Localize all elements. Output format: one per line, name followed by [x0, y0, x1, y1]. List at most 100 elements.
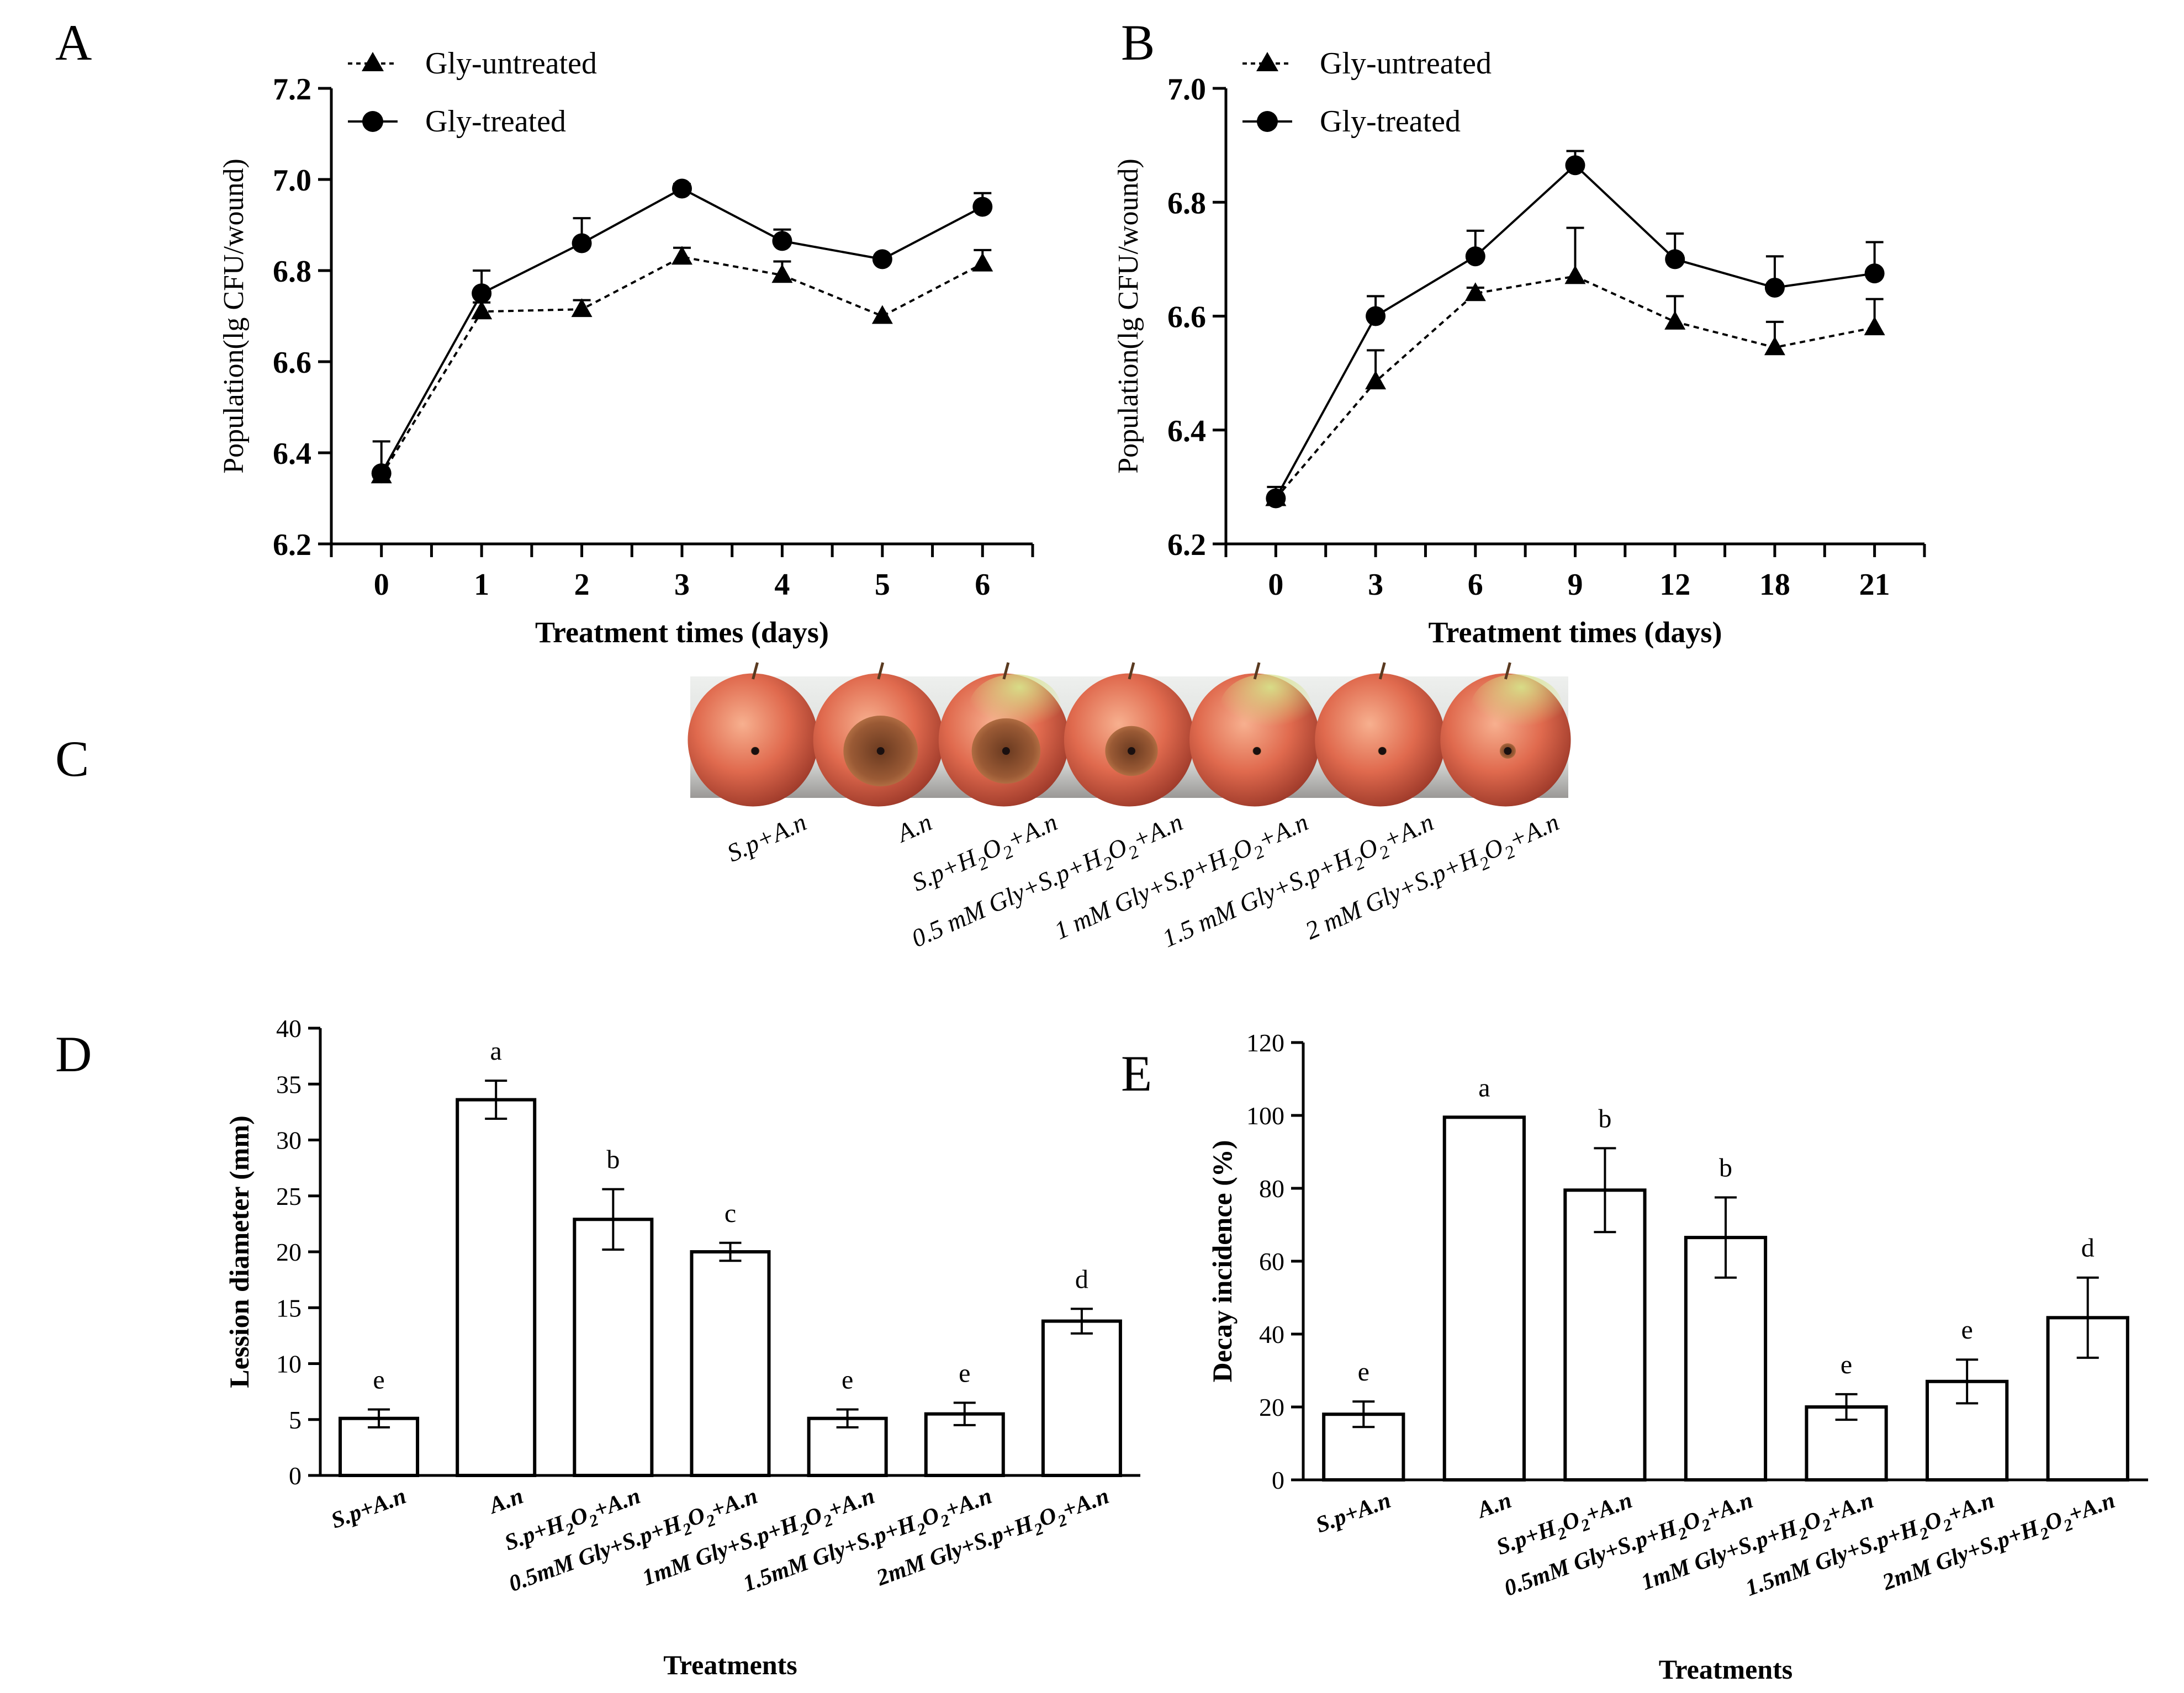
- y-tick-label: 7.0: [273, 163, 311, 198]
- legend-label: Gly-treated: [425, 104, 566, 139]
- apple: [688, 673, 818, 807]
- data-point-triangle: [1864, 316, 1885, 336]
- data-point-triangle: [1365, 371, 1387, 390]
- y-tick-label: 15: [276, 1294, 302, 1322]
- wound-dot: [751, 747, 759, 755]
- y-tick-label: 0: [289, 1462, 302, 1490]
- y-axis-title: Population(lg CFU/wound): [1113, 158, 1144, 474]
- y-axis-title: Lession diameter (mm): [224, 1115, 255, 1388]
- category-label: A.n: [1473, 1488, 1515, 1523]
- significance-letter: e: [1358, 1357, 1369, 1387]
- data-point-triangle: [871, 305, 893, 324]
- data-point-circle: [1665, 249, 1685, 269]
- data-point-circle: [472, 283, 492, 304]
- wound-dot: [1002, 747, 1010, 755]
- y-tick-label: 7.2: [273, 72, 311, 107]
- significance-letter: e: [1841, 1350, 1852, 1379]
- photo-labels: S.p+A.n A.nS.p+H2O2+A.n0.5 mM Gly+S.p+H2O…: [723, 808, 1563, 953]
- apple-stem: [1128, 662, 1135, 680]
- significance-letter: d: [2081, 1234, 2095, 1263]
- apple-stem: [1253, 662, 1261, 680]
- bar: [1442, 1115, 1526, 1482]
- data-point-triangle: [1564, 265, 1586, 284]
- category-label: S.p+A.n: [328, 1483, 410, 1533]
- y-tick-label: 60: [1259, 1247, 1284, 1276]
- legend-label: Gly-untreated: [1320, 46, 1492, 81]
- apple-stem: [1002, 662, 1010, 680]
- x-tick-label: 1: [474, 568, 489, 602]
- series-line-gly-treated: [380, 187, 983, 474]
- y-tick-label: 20: [1259, 1393, 1284, 1421]
- x-tick-label: 0: [1268, 568, 1283, 602]
- wound-dot: [1504, 747, 1512, 755]
- y-tick-label: 6.4: [273, 437, 311, 471]
- data-point-triangle: [771, 264, 793, 283]
- series-line-gly-untreated: [1275, 275, 1875, 499]
- data-point-triangle: [671, 246, 692, 265]
- apple-stem: [1378, 662, 1386, 680]
- wound-dot: [1378, 747, 1387, 755]
- significance-letter: c: [725, 1199, 736, 1228]
- y-tick-label: 100: [1246, 1102, 1284, 1130]
- legend-marker-triangle: [362, 52, 384, 71]
- panel-label-c: C: [55, 731, 89, 787]
- series-line-gly-untreated: [380, 256, 983, 477]
- bar: [1041, 1319, 1122, 1478]
- x-axis-title: Treatment times (days): [535, 616, 829, 649]
- bar: [573, 1218, 654, 1477]
- series-line-gly-treated: [1275, 163, 1875, 499]
- apple-photo-panel: S.p+A.n A.nS.p+H2O2+A.n0.5 mM Gly+S.p+H2O…: [688, 662, 1571, 953]
- x-axis-title: Treatments: [1659, 1654, 1793, 1685]
- data-point-circle: [1266, 488, 1286, 509]
- x-tick-label: 3: [674, 568, 690, 602]
- category-label: S.p+A.n: [1313, 1488, 1394, 1538]
- panel-label-b: B: [1121, 14, 1155, 71]
- y-tick-label: 30: [276, 1126, 302, 1155]
- bar: [456, 1098, 537, 1477]
- category-label: 2mM Gly+S.p+H2O2+A.n: [1879, 1488, 2120, 1600]
- chart-b-line: 6.2 6.4 6.6 6.8 7.0 0 3 6 9 12 18 21 Treatment times…: [1113, 46, 1926, 649]
- x-tick-label: 18: [1759, 568, 1790, 602]
- y-tick-label: 0: [1272, 1466, 1284, 1494]
- x-tick-label: 2: [574, 568, 590, 602]
- x-tick-label: 6: [1468, 568, 1483, 602]
- data-point-circle: [772, 231, 792, 251]
- y-tick-label: 6.4: [1167, 414, 1206, 448]
- x-axis-title: Treatment times (days): [1429, 616, 1722, 649]
- apple-stem: [877, 662, 885, 680]
- x-tick-label: 5: [875, 568, 890, 602]
- y-tick-label: 120: [1246, 1029, 1284, 1057]
- y-tick-label: 6.2: [273, 528, 311, 562]
- data-point-circle: [1764, 277, 1785, 298]
- data-point-circle: [672, 178, 692, 199]
- apple-stem: [752, 662, 759, 680]
- y-tick-label: 10: [276, 1350, 302, 1378]
- significance-letter: e: [373, 1366, 384, 1395]
- significance-letter: e: [959, 1358, 970, 1388]
- significance-letter: a: [490, 1036, 502, 1066]
- significance-letter: d: [1075, 1265, 1088, 1294]
- panel-label-a: A: [55, 14, 92, 71]
- x-tick-label: 3: [1368, 568, 1383, 602]
- data-point-circle: [572, 233, 592, 253]
- legend-label: Gly-treated: [1320, 104, 1461, 139]
- y-axis-title: Decay incidence (%): [1207, 1140, 1238, 1383]
- data-point-circle: [972, 197, 993, 217]
- y-axis-title: Population(lg CFU/wound): [218, 158, 250, 474]
- data-point-circle: [1465, 246, 1485, 267]
- data-point-triangle: [571, 298, 593, 318]
- x-tick-label: 6: [975, 568, 990, 602]
- category-label: 2mM Gly+S.p+H2O2+A.n: [872, 1483, 1114, 1596]
- significance-letter: b: [606, 1145, 620, 1174]
- chart-e-bar: 020406080100120eS.p+A.naA.nbS.p+H2O2+A.n…: [1207, 1029, 2148, 1685]
- apple: [1315, 673, 1446, 807]
- chart-a-line: 6.2 6.4 6.6 6.8 7.0 7.2 0 1 2 3 4 5 6 Treatment times…: [218, 46, 1034, 649]
- y-tick-label: 6.6: [273, 346, 311, 380]
- y-tick-label: 40: [276, 1014, 302, 1043]
- bar: [1563, 1188, 1647, 1482]
- legend-marker-circle: [1257, 111, 1278, 132]
- chart-d-bar: 0510152025303540eS.p+A.naA.nbS.p+H2O2+A.…: [224, 1014, 1140, 1680]
- x-tick-label: 4: [774, 568, 790, 602]
- apple-stem: [1504, 662, 1511, 680]
- significance-letter: b: [1719, 1154, 1732, 1183]
